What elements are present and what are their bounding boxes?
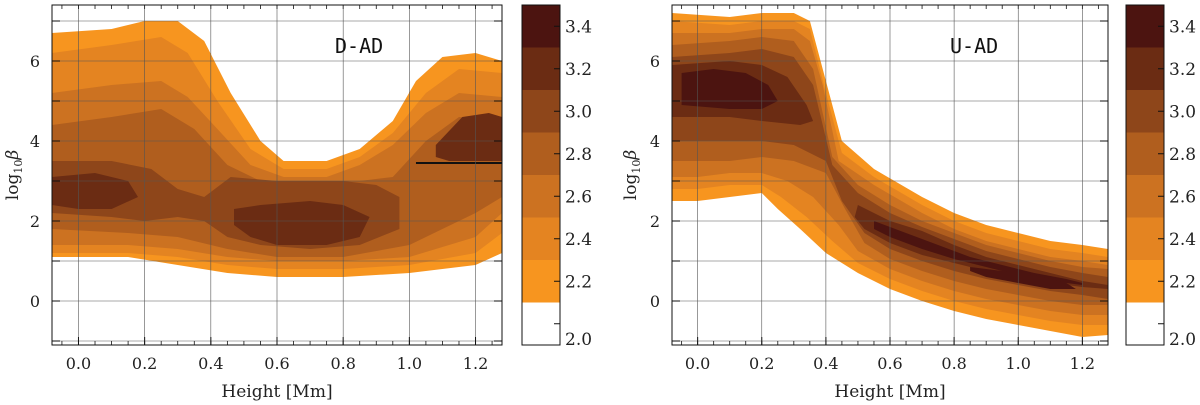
colorbar-swatch bbox=[522, 217, 560, 260]
y-axis-title-sub: 10 bbox=[630, 160, 643, 174]
panel-label: U-AD bbox=[950, 34, 998, 58]
x-tick-label: 0.4 bbox=[813, 354, 838, 373]
contour-band-3-4 bbox=[970, 267, 1076, 289]
colorbar-right: 2.0 2.2 2.4 2.6 2.8 3.0 3.2 3.4 bbox=[1125, 4, 1196, 350]
y-axis-title: log10β bbox=[621, 150, 643, 201]
colorbar-tick-label: 2.2 bbox=[1169, 272, 1196, 292]
y-axis-title-main: log bbox=[621, 174, 641, 201]
x-tick-label: 0.8 bbox=[941, 354, 966, 373]
colorbar-swatch bbox=[1126, 90, 1164, 133]
colorbar-tick-label: 3.4 bbox=[565, 17, 592, 37]
colorbar-tick-label: 2.6 bbox=[565, 187, 592, 207]
x-axis-title: Height [Mm] bbox=[221, 382, 332, 402]
colorbar-frame bbox=[1125, 4, 1165, 346]
x-axis-title: Height [Mm] bbox=[834, 382, 945, 402]
colorbar-swatch bbox=[522, 175, 560, 218]
colorbar-swatch bbox=[522, 302, 560, 345]
x-tick-label: 0.6 bbox=[877, 354, 902, 373]
colorbar-tick-label: 3.2 bbox=[565, 60, 592, 80]
colorbar-left: 2.0 2.2 2.4 2.6 2.8 3.0 3.2 3.4 bbox=[521, 4, 592, 350]
colorbar-tick-label: 2.4 bbox=[565, 230, 592, 250]
y-tick-label: 4 bbox=[650, 132, 660, 151]
x-tick-label: 0.2 bbox=[132, 354, 157, 373]
heatmap-panel-u-ad: 0.0 0.2 0.4 0.6 0.8 1.0 1.2 0 2 4 6 U-AD Height [M… bbox=[621, 4, 1109, 402]
colorbar-swatch bbox=[1126, 47, 1164, 90]
x-tick-label: 0.0 bbox=[66, 354, 91, 373]
contour-band-3 bbox=[52, 173, 138, 209]
x-tick-label: 0.2 bbox=[749, 354, 774, 373]
contour-band-3 bbox=[435, 113, 502, 161]
colorbar-swatch bbox=[522, 132, 560, 175]
colorbar-swatch bbox=[1126, 5, 1164, 48]
y-tick-label: 6 bbox=[650, 52, 660, 71]
contour-band-3 bbox=[234, 201, 370, 245]
colorbar-swatch bbox=[522, 260, 560, 303]
y-tick-label: 2 bbox=[30, 212, 40, 231]
colorbar-tick-label: 3.2 bbox=[1169, 60, 1196, 80]
panel-label: D-AD bbox=[335, 34, 383, 58]
colorbar-tick-label: 3.4 bbox=[1169, 17, 1196, 37]
y-tick-label: 6 bbox=[30, 52, 40, 71]
contour-band-3-2 bbox=[681, 69, 778, 109]
y-tick-label: 2 bbox=[650, 212, 660, 231]
colorbar-tick-label: 2.2 bbox=[565, 272, 592, 292]
y-axis-title: log10β bbox=[3, 150, 25, 201]
colorbar-swatch bbox=[1126, 260, 1164, 303]
x-tick-label: 1.0 bbox=[397, 354, 422, 373]
colorbar-swatch bbox=[522, 47, 560, 90]
colorbar-swatch bbox=[522, 90, 560, 133]
colorbar-swatch bbox=[522, 5, 560, 48]
colorbar-tick-label: 2.0 bbox=[565, 330, 592, 350]
y-axis-title-main: log bbox=[3, 174, 23, 201]
x-tick-label: 0.0 bbox=[685, 354, 710, 373]
x-tick-label: 0.6 bbox=[264, 354, 289, 373]
y-axis-title-sub: 10 bbox=[12, 160, 25, 174]
colorbar-swatch bbox=[1126, 217, 1164, 260]
x-tick-label: 1.0 bbox=[1006, 354, 1031, 373]
y-tick-label: 4 bbox=[30, 132, 40, 151]
colorbar-swatch bbox=[1126, 302, 1164, 345]
x-tick-label: 1.2 bbox=[1070, 354, 1095, 373]
colorbar-tick-label: 2.8 bbox=[565, 145, 592, 165]
contour-band-3 bbox=[854, 205, 1108, 289]
y-tick-label: 0 bbox=[30, 292, 40, 311]
x-tick-label: 0.4 bbox=[198, 354, 223, 373]
colorbar-frame bbox=[521, 4, 561, 346]
heatmap-panel-d-ad: 0.0 0.2 0.4 0.6 0.8 1.0 1.2 0 2 4 6 D-AD Height [M… bbox=[3, 4, 503, 402]
y-tick-label: 0 bbox=[650, 292, 660, 311]
y-axis-title-symbol: β bbox=[621, 150, 641, 161]
colorbar-tick-label: 2.0 bbox=[1169, 330, 1196, 350]
y-axis-title-symbol: β bbox=[3, 150, 23, 161]
colorbar-tick-label: 3.0 bbox=[1169, 102, 1196, 122]
contour-band-3-2 bbox=[874, 221, 1083, 285]
colorbar-swatch bbox=[1126, 175, 1164, 218]
colorbar-tick-label: 3.0 bbox=[565, 102, 592, 122]
colorbar-tick-label: 2.6 bbox=[1169, 187, 1196, 207]
colorbar-swatch bbox=[1126, 132, 1164, 175]
colorbar-tick-label: 2.8 bbox=[1169, 145, 1196, 165]
x-tick-label: 0.8 bbox=[330, 354, 355, 373]
colorbar-tick-label: 2.4 bbox=[1169, 230, 1196, 250]
x-tick-label: 1.2 bbox=[463, 354, 488, 373]
